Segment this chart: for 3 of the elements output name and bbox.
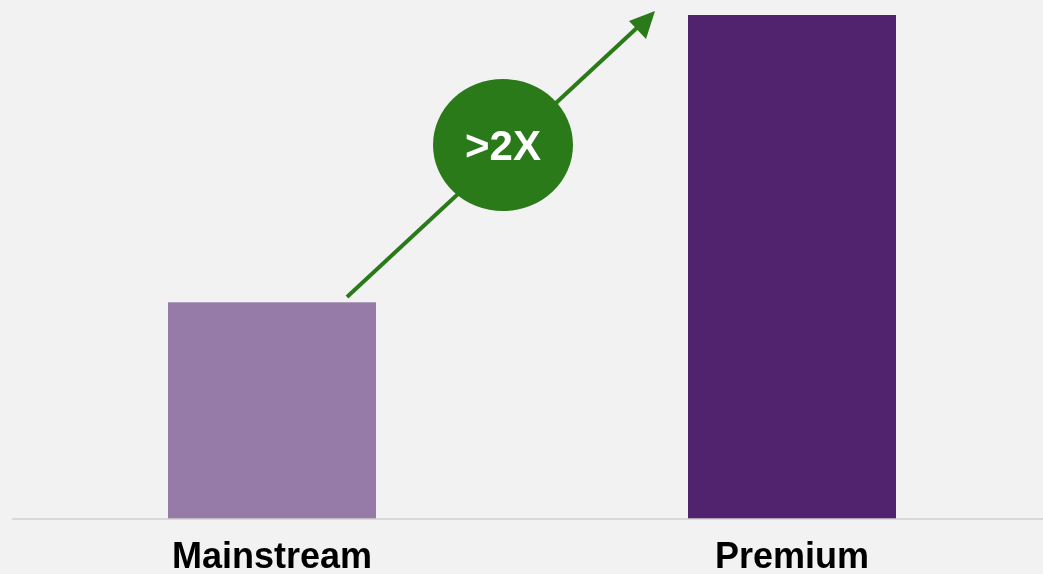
x-tick-label: Mainstream <box>171 535 373 574</box>
x-tick-label: Premium <box>714 535 870 574</box>
annotation: >2X <box>465 122 541 169</box>
